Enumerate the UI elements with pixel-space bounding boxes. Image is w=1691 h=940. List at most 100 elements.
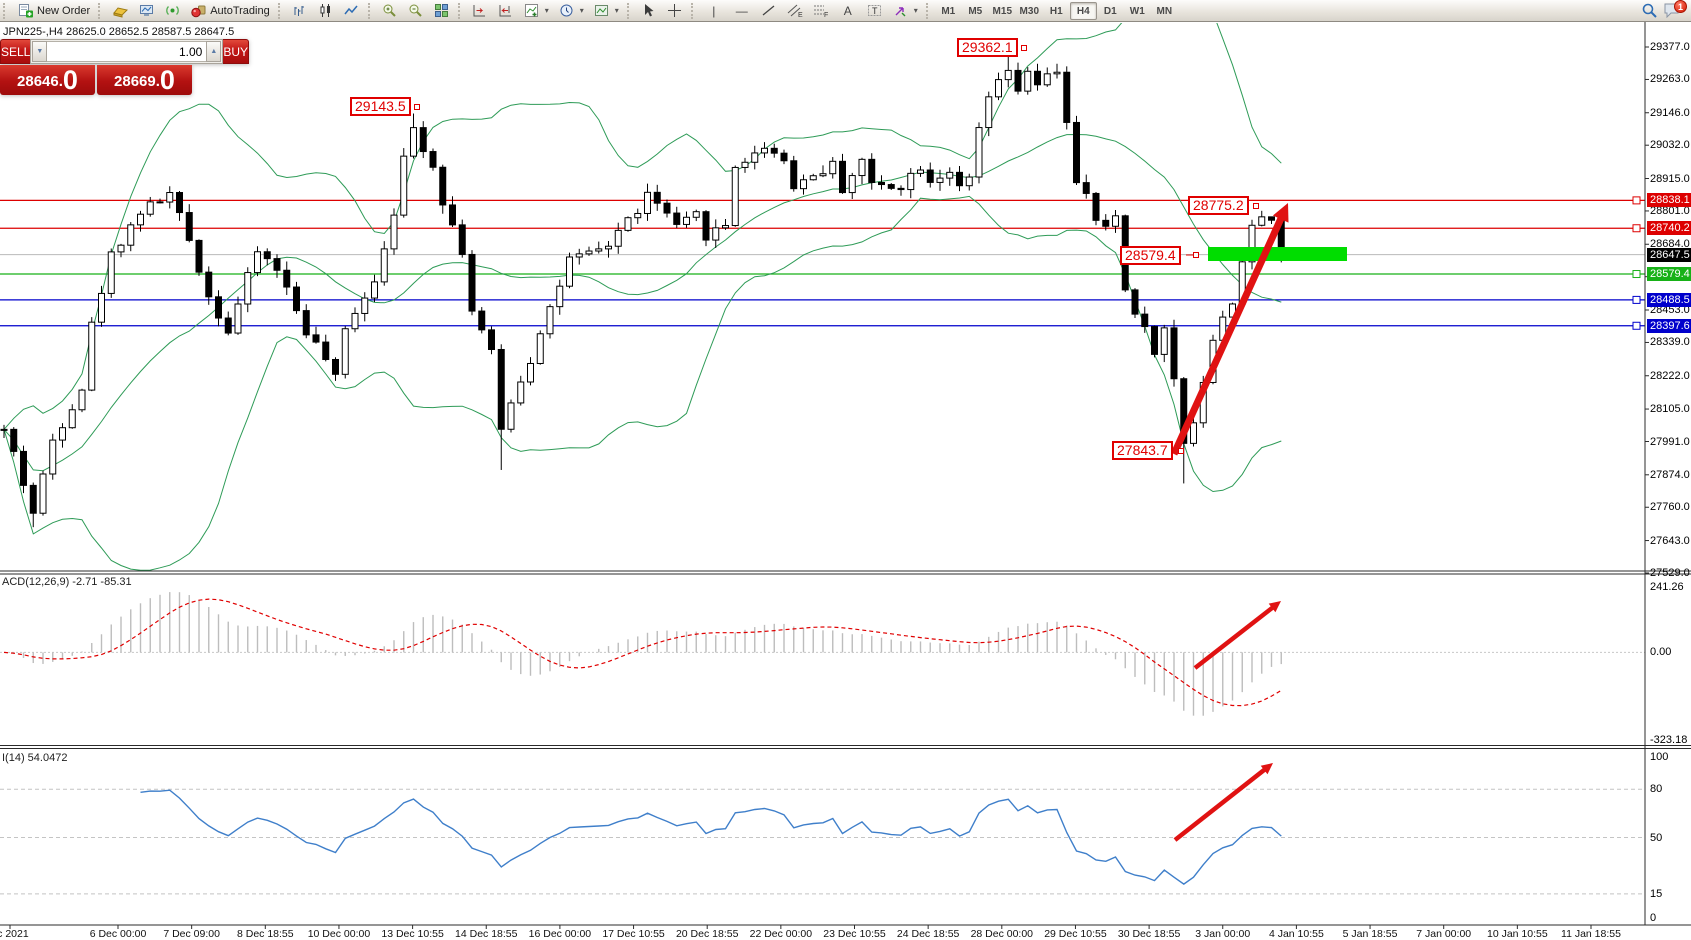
zoom-in-button[interactable] — [377, 1, 403, 21]
price-annotation[interactable]: 29362.1 — [957, 38, 1018, 57]
notifications-button[interactable]: 1 — [1663, 0, 1687, 20]
crosshair-tool-button[interactable] — [662, 1, 688, 21]
horizontal-line-tool-button[interactable]: — — [728, 1, 756, 21]
toolbar-grip[interactable] — [277, 2, 283, 19]
candle-body — [351, 312, 359, 330]
timeframe-w1-button[interactable]: W1 — [1129, 5, 1145, 17]
annotation-anchor[interactable] — [1253, 203, 1259, 209]
vertical-line-tool-button[interactable]: | — [700, 1, 728, 21]
trendline-tool-button[interactable] — [756, 1, 782, 21]
periods-button[interactable]: ▾ — [554, 1, 589, 21]
chart-shift-button[interactable] — [467, 1, 493, 21]
trend-arrow-shaft[interactable] — [1173, 766, 1268, 842]
chart-canvas[interactable] — [0, 22, 1691, 940]
toolbar-grip[interactable] — [457, 2, 463, 19]
timeframe-d1-button[interactable]: D1 — [1103, 5, 1117, 17]
text-label-icon: T — [867, 3, 883, 19]
price-annotation[interactable]: 28775.2 — [1188, 196, 1249, 215]
label-tool-button[interactable]: T — [862, 1, 888, 21]
timeframe-h1-button[interactable]: H1 — [1049, 5, 1063, 17]
toolbar-grip[interactable] — [690, 2, 696, 19]
toolbar-grip[interactable] — [3, 2, 8, 19]
toolbar-grip[interactable] — [626, 2, 632, 19]
volume-input[interactable] — [47, 41, 207, 62]
time-tick-label: 17 Dec 10:55 — [602, 928, 665, 940]
search-icon[interactable] — [1641, 3, 1657, 19]
price-annotation[interactable]: 29143.5 — [350, 97, 411, 116]
templates-button[interactable]: ▾ — [589, 1, 624, 21]
bar-chart-mode-button[interactable] — [287, 1, 313, 21]
candle-body — [839, 160, 846, 194]
cursor-tool-button[interactable] — [636, 1, 662, 21]
level-line-handle[interactable] — [1632, 224, 1641, 233]
annotation-anchor[interactable] — [1021, 45, 1027, 51]
annotation-anchor[interactable] — [1178, 448, 1184, 454]
fibonacci-tool-button[interactable]: F — [808, 1, 834, 21]
sell-price[interactable]: 28646. 0 — [0, 65, 95, 95]
text-icon: A — [843, 3, 852, 18]
zoom-out-button[interactable] — [403, 1, 429, 21]
timeframe-m5-button[interactable]: M5 — [968, 5, 983, 17]
trend-arrow-head[interactable] — [1268, 601, 1281, 613]
news-signal-button[interactable] — [159, 1, 185, 21]
trend-arrow-head[interactable] — [1272, 203, 1289, 223]
price-annotation[interactable]: 28579.4 — [1120, 246, 1181, 265]
annotation-anchor[interactable] — [414, 104, 420, 110]
macd-tick-label: 241.26 — [1650, 581, 1684, 593]
fibonacci-icon: F — [813, 3, 829, 19]
candle-body — [917, 169, 924, 174]
candle-body — [741, 161, 749, 168]
auto-scroll-button[interactable] — [493, 1, 519, 21]
highlight-zone[interactable] — [1208, 247, 1347, 261]
candle-chart-mode-button[interactable] — [313, 1, 339, 21]
time-tick-label: 29 Dec 10:55 — [1044, 928, 1107, 940]
volume-decrease-button[interactable]: ▼ — [32, 41, 48, 62]
trend-arrow-shaft[interactable] — [1193, 604, 1276, 670]
arrows-tool-button[interactable]: ▾ — [888, 1, 923, 21]
level-line-handle[interactable] — [1632, 196, 1641, 205]
toolbar-grip[interactable] — [98, 2, 103, 19]
trend-arrow-head[interactable] — [1260, 763, 1273, 775]
level-line-handle[interactable] — [1632, 270, 1641, 279]
bar-chart-icon — [292, 3, 308, 19]
time-tick-label: 10 Jan 10:55 — [1486, 928, 1548, 940]
buy-price[interactable]: 28669. 0 — [97, 65, 192, 95]
annotation-anchor[interactable] — [1193, 252, 1199, 258]
channel-letter: E — [798, 12, 803, 18]
time-tick-label: 5 Jan 18:55 — [1342, 928, 1398, 940]
channel-tool-button[interactable]: E — [782, 1, 808, 21]
toolbar-grip[interactable] — [367, 2, 373, 19]
candle-body — [429, 151, 437, 168]
charts-gold-button[interactable] — [107, 1, 133, 21]
main-pane[interactable] — [0, 22, 1645, 571]
toolbar-grip[interactable] — [925, 2, 931, 19]
publish-chart-button[interactable] — [133, 1, 159, 21]
macd-pane[interactable] — [0, 592, 1645, 716]
buy-button[interactable]: BUY — [223, 39, 250, 64]
timeframe-m30-button[interactable]: M30 — [1019, 5, 1039, 17]
candle-body — [605, 245, 612, 250]
rsi-pane[interactable] — [0, 763, 1645, 895]
dropdown-caret-icon: ▾ — [544, 6, 549, 15]
tile-windows-button[interactable] — [429, 1, 455, 21]
trend-arrow-shaft[interactable] — [1170, 214, 1286, 456]
candle-body — [341, 328, 349, 375]
level-line-handle[interactable] — [1632, 321, 1641, 330]
volume-increase-button[interactable]: ▲ — [206, 41, 222, 62]
timeframe-m1-button[interactable]: M1 — [941, 5, 956, 17]
line-chart-mode-button[interactable] — [339, 1, 365, 21]
candle-body — [585, 250, 593, 255]
indicators-button[interactable]: ▾ — [519, 1, 554, 21]
price-annotation[interactable]: 27843.7 — [1112, 441, 1173, 460]
timeframe-mn-button[interactable]: MN — [1156, 5, 1173, 17]
level-line-handle[interactable] — [1632, 295, 1641, 304]
timeframe-h4-button[interactable]: H4 — [1069, 1, 1097, 20]
text-tool-button[interactable]: A — [834, 1, 862, 21]
candle-body — [244, 272, 252, 305]
sell-button[interactable]: SELL — [0, 39, 31, 64]
timeframe-m15-button[interactable]: M15 — [992, 5, 1012, 17]
autotrading-button[interactable]: AutoTrading — [185, 1, 275, 21]
chart-area[interactable]: JPN225-,H4 28625.0 28652.5 28587.5 28647… — [0, 22, 1691, 940]
price-tick-label: 28339.0 — [1650, 336, 1690, 349]
new-order-button[interactable]: New Order — [12, 1, 95, 21]
